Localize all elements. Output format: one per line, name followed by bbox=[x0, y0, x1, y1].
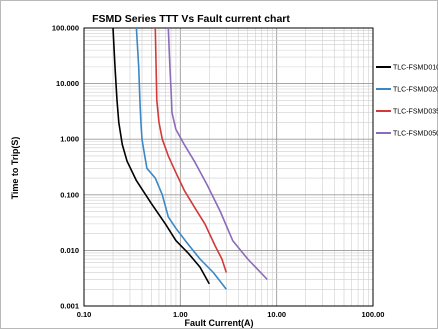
tick-labels: 0.10 1.00 10.00 100.00 0.001 0.010 0.100 1.000 1… bbox=[52, 24, 385, 320]
x-axis-title: Fault Current(A) bbox=[185, 318, 254, 328]
legend-label: TLC-FSMD050 bbox=[393, 131, 438, 138]
y-tick-label: 10.000 bbox=[56, 79, 79, 88]
plot-border bbox=[83, 27, 374, 307]
legend-label: TLC-FSMD010 bbox=[393, 65, 438, 72]
series-line bbox=[112, 27, 210, 285]
x-tick-label: 0.10 bbox=[77, 310, 92, 319]
x-tick-label: 100.00 bbox=[362, 310, 385, 319]
grid bbox=[84, 28, 373, 306]
x-tick-label: 10.00 bbox=[267, 310, 286, 319]
x-tick-label: 1.00 bbox=[173, 310, 188, 319]
series-lines bbox=[112, 27, 268, 290]
legend-label: TLC-FSMD020 bbox=[393, 87, 438, 94]
series-line bbox=[167, 27, 268, 281]
legend: TLC-FSMD010 TLC-FSMD020 TLC-FSMD035 TLC-FSM… bbox=[376, 65, 438, 138]
series-line bbox=[154, 27, 228, 273]
y-tick-label: 0.001 bbox=[60, 302, 79, 311]
series-line bbox=[135, 27, 227, 290]
legend-label: TLC-FSMD035 bbox=[393, 109, 438, 116]
y-tick-label: 0.100 bbox=[60, 190, 79, 199]
y-axis-title: Time to Trip(S) bbox=[10, 137, 20, 200]
y-tick-label: 1.000 bbox=[60, 135, 79, 144]
chart-title: FSMD Series TTT Vs Fault current chart bbox=[92, 13, 290, 25]
y-tick-label: 0.010 bbox=[60, 246, 79, 255]
y-tick-label: 100.000 bbox=[52, 24, 79, 33]
